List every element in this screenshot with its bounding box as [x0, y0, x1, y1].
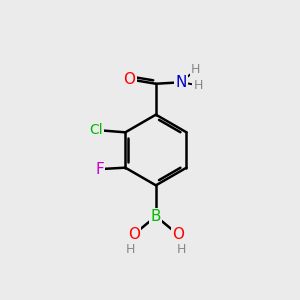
Text: Cl: Cl	[89, 123, 103, 137]
Text: F: F	[95, 162, 104, 177]
Text: H: H	[193, 79, 203, 92]
Text: B: B	[151, 209, 161, 224]
Text: O: O	[128, 227, 140, 242]
Text: N: N	[175, 75, 187, 90]
Text: H: H	[126, 243, 135, 256]
Text: H: H	[177, 243, 186, 256]
Text: O: O	[172, 227, 184, 242]
Text: H: H	[191, 63, 200, 76]
Text: O: O	[123, 72, 135, 87]
